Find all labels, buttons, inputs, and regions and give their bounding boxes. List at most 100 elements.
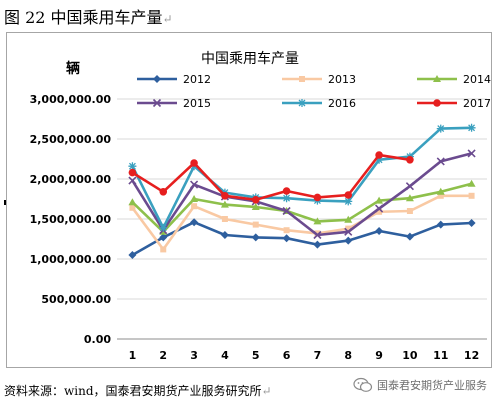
watermark-text: 国泰君安期货产业服务 [377, 379, 487, 392]
data-point [159, 188, 168, 196]
data-point [468, 192, 475, 199]
chart-frame: 中国乘用车产量 辆 0.00 500,000.00 1,000,000.00 1,50… [6, 32, 492, 368]
data-point [313, 230, 322, 240]
series-2015 [128, 149, 476, 240]
legend-item: 2013 [282, 73, 356, 86]
y-tick-label: 1,000,000.00 [30, 253, 112, 266]
y-tick-label: 2,500,000.00 [30, 133, 112, 146]
data-point [190, 159, 198, 167]
x-tick-label: 9 [375, 349, 383, 362]
x-tick-label: 6 [283, 349, 291, 362]
legend-item: 2016 [282, 97, 356, 110]
legend-marker [433, 99, 441, 107]
data-point [283, 227, 290, 234]
y-tick-label: 1,500,000.00 [30, 213, 112, 226]
data-point [282, 187, 291, 195]
chart-title: 中国乘用车产量 [201, 50, 299, 67]
legend-marker [299, 76, 305, 82]
legend-label: 2013 [328, 73, 356, 86]
series-line [131, 126, 472, 230]
x-tick-label: 2 [159, 349, 167, 362]
data-point [220, 200, 229, 208]
data-point [405, 232, 414, 241]
data-point [128, 168, 137, 177]
line-chart: 中国乘用车产量 辆 0.00 500,000.00 1,000,000.00 1,50… [30, 50, 491, 362]
series-lines [128, 123, 476, 259]
x-tick-label: 8 [344, 349, 352, 362]
paragraph-mark: ↵ [162, 12, 173, 26]
data-point [344, 215, 353, 223]
data-point [313, 217, 322, 225]
y-axis-unit-label: 辆 [66, 60, 80, 77]
x-tick-label: 12 [464, 349, 479, 362]
x-tick-label: 7 [314, 349, 322, 362]
legend-marker [433, 75, 441, 82]
legend-label: 2015 [183, 97, 211, 110]
legend-item: 2014 [417, 73, 491, 86]
series-2012 [128, 218, 476, 259]
grid-lines [117, 98, 487, 340]
y-axis-ticks: 0.00 500,000.00 1,000,000.00 1,500,000.00 2,… [30, 93, 112, 346]
legend-marker [152, 98, 162, 108]
data-point [375, 155, 384, 164]
y-tick-label: 3,000,000.00 [30, 93, 112, 106]
paragraph-mark: ↵ [261, 384, 272, 398]
watermark: 国泰君安期货产业服务 [353, 377, 487, 393]
figure-caption: 图 22 中国乘用车产量↵ [4, 4, 173, 28]
data-point [406, 208, 413, 214]
data-point [344, 227, 353, 236]
figure-caption-text: 图 22 中国乘用车产量 [4, 8, 163, 27]
data-point [251, 196, 260, 204]
x-tick-label: 4 [221, 349, 229, 362]
data-point [221, 216, 228, 222]
legend-label: 2017 [463, 97, 491, 110]
series-line [131, 194, 472, 251]
data-point [221, 192, 229, 200]
data-point [252, 221, 259, 228]
legend-item: 2015 [137, 97, 211, 110]
y-tick-label: 500,000.00 [41, 293, 111, 306]
x-tick-label: 5 [252, 349, 260, 362]
data-point [467, 179, 476, 187]
x-tick-label: 1 [129, 349, 137, 362]
data-point [128, 162, 137, 171]
legend-marker [298, 99, 306, 107]
y-tick-label: 2,000,000.00 [30, 173, 112, 186]
series-2017 [128, 151, 414, 204]
legend-item: 2017 [417, 97, 491, 110]
series-line [131, 182, 472, 234]
data-point [160, 246, 167, 253]
data-point [344, 191, 353, 199]
source-note: 资料来源：wind，国泰君安期货产业服务研究所↵ [4, 382, 272, 399]
data-point [282, 234, 291, 243]
legend-marker [153, 75, 161, 83]
source-text: 资料来源：wind，国泰君安期货产业服务研究所 [4, 384, 262, 398]
legend-label: 2012 [183, 73, 211, 86]
data-point [405, 182, 414, 191]
data-point [190, 195, 199, 202]
wechat-icon [353, 377, 373, 392]
legend-label: 2014 [463, 73, 491, 86]
data-point [129, 204, 136, 211]
x-tick-label: 10 [402, 349, 418, 362]
x-axis-ticks: 1 2 3 4 5 6 7 8 9 10 11 12 [129, 349, 480, 362]
data-point [344, 236, 353, 245]
series-line [131, 220, 472, 257]
data-point [375, 151, 383, 159]
y-tick-label: 0.00 [84, 333, 111, 346]
data-point [251, 233, 260, 242]
data-point [190, 218, 199, 227]
data-point [375, 204, 384, 213]
data-point [313, 193, 322, 202]
series-line [131, 152, 472, 237]
x-tick-label: 11 [433, 349, 448, 362]
data-point [128, 198, 137, 206]
x-tick-label: 3 [190, 349, 198, 362]
data-point [467, 219, 476, 227]
data-point [436, 220, 445, 229]
legend: 2012 2013 2014 2015 2016 2017 [137, 73, 491, 110]
data-point [159, 233, 168, 242]
data-point [282, 206, 291, 216]
data-point [436, 187, 445, 195]
data-point [375, 196, 384, 204]
